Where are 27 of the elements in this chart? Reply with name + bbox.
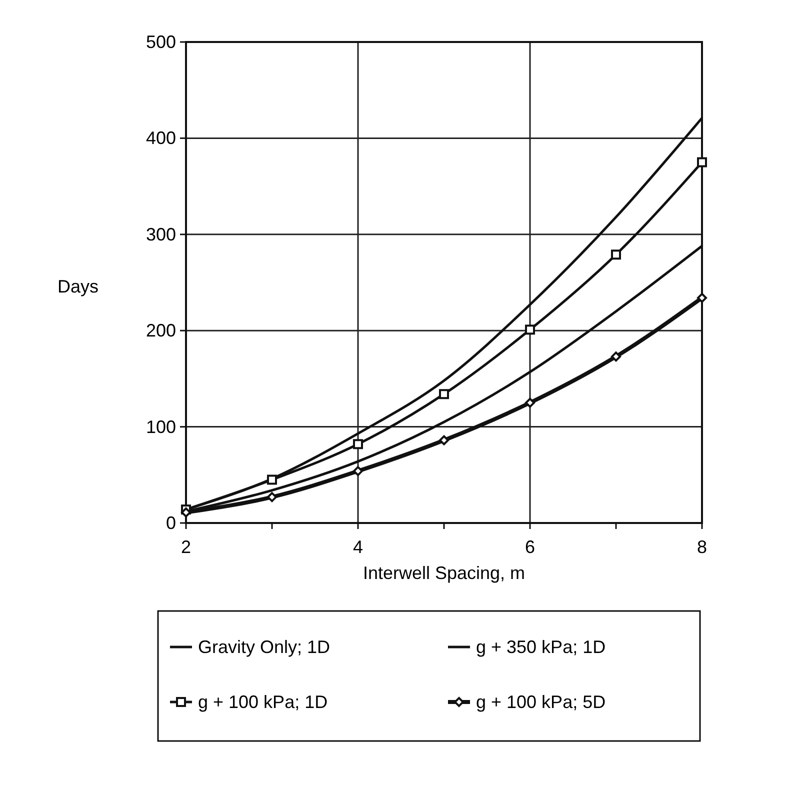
point <box>697 157 707 168</box>
y-tick-label: 100 <box>146 416 176 437</box>
point <box>439 389 449 400</box>
point <box>611 352 621 362</box>
y-tick-label: 0 <box>166 513 176 533</box>
y-tick-label: 300 <box>146 224 176 244</box>
legend-label: g + 100 kPa; 5D <box>476 692 606 712</box>
point <box>611 250 621 260</box>
x-tick-label: 2 <box>180 537 192 557</box>
x-tick-label: 8 <box>696 537 708 557</box>
y-tick-label: 500 <box>146 32 176 52</box>
point <box>525 398 535 408</box>
y-tick-label: 400 <box>146 128 176 148</box>
x-axis-title: Interwell Spacing, m <box>362 563 526 583</box>
x-tick-label: 4 <box>352 537 364 557</box>
legend-label: g + 350 kPa; 1D <box>476 637 606 657</box>
point <box>439 435 449 446</box>
legend-label: g + 100 kPa; 1D <box>198 692 328 712</box>
y-tick-label: 200 <box>146 320 176 341</box>
x-tick-label: 6 <box>524 537 536 557</box>
y-axis-title: Days <box>57 276 99 296</box>
point <box>525 324 535 335</box>
point <box>181 507 191 518</box>
point <box>267 474 277 485</box>
legend-label: Gravity Only; 1D <box>198 637 330 657</box>
point <box>353 466 363 476</box>
point <box>353 439 363 450</box>
